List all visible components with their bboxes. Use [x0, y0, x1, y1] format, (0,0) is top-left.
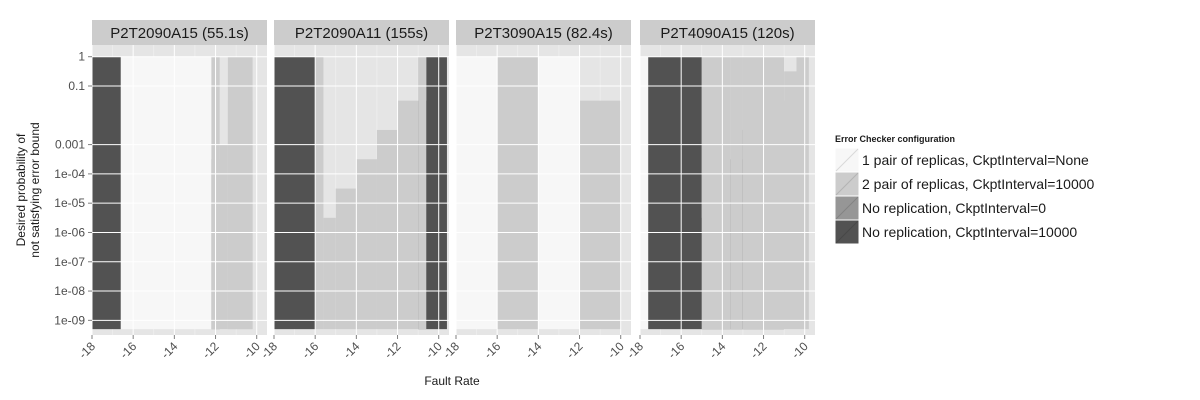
panel-title: P2T2090A11 (155s)	[295, 25, 428, 42]
legend-label: No replication, CkptInterval=10000	[862, 224, 1077, 240]
panel-title: P2T4090A15 (120s)	[660, 25, 794, 42]
y-axis-title-line-1: Desired probability of	[14, 133, 28, 246]
legend-swatch	[834, 195, 860, 221]
panel-strip	[640, 20, 815, 45]
y-tick-label: 0.1	[68, 79, 85, 93]
x-tick-label: -14	[340, 339, 362, 361]
legend-label: 1 pair of replicas, CkptInterval=None	[862, 152, 1089, 168]
tile-one_pair_none	[538, 56, 580, 330]
tile-two_pair_10000	[579, 100, 621, 330]
legend-label: 2 pair of replicas, CkptInterval=10000	[862, 176, 1095, 192]
x-tick-label: -10	[605, 339, 627, 361]
legend-swatch-slash	[835, 148, 859, 172]
tile-two_pair_10000	[219, 144, 228, 330]
x-tick-label: -12	[747, 339, 769, 361]
x-tick-label: -14	[706, 339, 728, 361]
x-tick-label: -16	[481, 339, 503, 361]
legend-swatch-slash	[835, 172, 859, 196]
tile-norep_10000	[92, 56, 121, 330]
x-tick-label: -16	[117, 339, 139, 361]
tile-two_pair_10000	[335, 188, 357, 330]
legend-swatch	[834, 219, 860, 245]
tile-two_pair_10000	[397, 100, 419, 330]
panel-3: P2T3090A15 (82.4s) -18 -16 -14 -12 -10	[440, 20, 631, 361]
y-axis-title-line-2: not satisfying error bound	[28, 122, 42, 257]
tile-two_pair_10000	[315, 56, 324, 330]
legend-entry: No replication, CkptInterval=0	[834, 195, 1046, 221]
tile-two_pair_10000	[356, 159, 377, 330]
panel-strip	[274, 20, 449, 45]
panel-1: P2T2090A15 (55.1s)-18 -16 -14 -12 -10	[76, 20, 267, 361]
tile-two_pair_10000	[784, 71, 797, 330]
tile-two_pair_10000	[722, 56, 731, 330]
tile-two_pair_10000	[227, 56, 253, 330]
x-axis-title: Fault Rate	[424, 374, 480, 388]
y-tick-label: 1e-04	[54, 167, 85, 181]
x-tick-label: -18	[76, 339, 98, 361]
tile-norep_10000	[274, 56, 316, 330]
legend-keys: 1 pair of replicas, CkptInterval=None 2 p…	[834, 147, 1095, 245]
tile-one_pair_none	[640, 56, 649, 330]
y-tick-label: 0.001	[55, 138, 85, 152]
y-tick-label: 1e-07	[54, 255, 85, 269]
panel-strip	[456, 20, 631, 45]
legend-entry: 1 pair of replicas, CkptInterval=None	[834, 147, 1089, 173]
tile-two_pair_10000	[796, 56, 809, 330]
tile-norep_10000	[426, 56, 447, 330]
panel-strip	[92, 20, 267, 45]
x-tick-label: -12	[199, 339, 221, 361]
legend: Error Checker configuration 1 pair of re…	[834, 134, 1095, 245]
y-axis: 1 0.1 0.001 1e-04 1e-05 1e-06 1e-07 1e-08 1e-09	[54, 50, 92, 327]
legend-label: No replication, CkptInterval=0	[862, 200, 1046, 216]
x-tick-label: -14	[522, 339, 544, 361]
tile-two_pair_10000	[323, 217, 336, 330]
legend-swatch	[834, 171, 860, 197]
x-tick-label: -18	[624, 339, 646, 361]
tile-one_pair_none	[120, 56, 212, 330]
y-tick-label: 1e-08	[54, 284, 85, 298]
tile-two_pair_10000	[497, 56, 539, 330]
panel-title: P2T3090A15 (82.4s)	[474, 25, 612, 42]
y-tick-label: 1e-09	[54, 313, 85, 327]
x-tick-label: -16	[665, 339, 687, 361]
panels-layer: P2T2090A15 (55.1s) -18 -16 -14 -12 -10 P2T2090…	[76, 20, 815, 361]
x-tick-label: -10	[789, 339, 811, 361]
y-tick-label: 1	[78, 50, 85, 64]
panel-2: P2T2090A11 (155s)-18 -16 -14 -12 -10	[258, 20, 449, 361]
tile-two_pair_10000	[376, 129, 398, 330]
tile-two_pair_10000	[763, 56, 785, 330]
y-tick-label: 1e-05	[54, 196, 85, 210]
x-tick-label: -16	[299, 339, 321, 361]
legend-title: Error Checker configuration	[835, 134, 955, 144]
x-tick-label: -14	[158, 339, 180, 361]
y-tick-label: 1e-06	[54, 225, 85, 239]
legend-swatch-slash	[835, 220, 859, 244]
tile-one_pair_none	[456, 56, 498, 330]
x-tick-label: -18	[440, 339, 462, 361]
tile-two_pair_10000	[418, 56, 427, 330]
legend-entry: No replication, CkptInterval=10000	[834, 219, 1077, 245]
legend-entry: 2 pair of replicas, CkptInterval=10000	[834, 171, 1095, 197]
panel-title: P2T2090A15 (55.1s)	[110, 25, 248, 42]
tile-two_pair_10000	[701, 56, 723, 330]
x-tick-label: -12	[381, 339, 403, 361]
tile-two_pair_10000	[742, 56, 764, 330]
x-tick-label: -12	[563, 339, 585, 361]
legend-swatch-slash	[835, 196, 859, 220]
panel-4: P2T4090A15 (120s) -18 -16 -14 -12 -10	[624, 20, 815, 361]
tile-norep_10000	[648, 56, 702, 330]
tile-two_pair_10000	[730, 56, 743, 330]
x-tick-label: -18	[258, 339, 280, 361]
y-axis-title: Desired probability of not satisfying er…	[14, 122, 42, 257]
